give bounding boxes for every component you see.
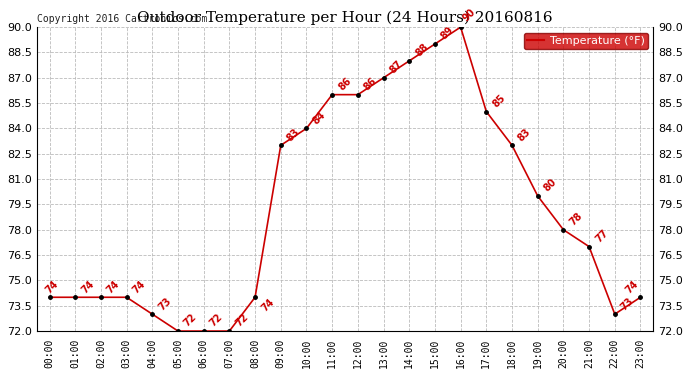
Text: 73: 73 bbox=[619, 296, 635, 312]
Text: 74: 74 bbox=[131, 279, 148, 295]
Text: 77: 77 bbox=[593, 228, 610, 244]
Text: Copyright 2016 Cartronics.com: Copyright 2016 Cartronics.com bbox=[37, 14, 207, 24]
Title: Outdoor Temperature per Hour (24 Hours) 20160816: Outdoor Temperature per Hour (24 Hours) … bbox=[137, 10, 553, 24]
Text: 74: 74 bbox=[79, 279, 96, 295]
Text: 83: 83 bbox=[285, 126, 302, 143]
Text: 86: 86 bbox=[336, 76, 353, 93]
Text: 88: 88 bbox=[413, 42, 430, 59]
Text: 73: 73 bbox=[157, 296, 173, 312]
Text: 74: 74 bbox=[624, 279, 640, 295]
Text: 74: 74 bbox=[259, 297, 276, 313]
Text: 74: 74 bbox=[44, 279, 61, 295]
Text: 90: 90 bbox=[461, 7, 477, 24]
Text: 87: 87 bbox=[388, 59, 404, 76]
Legend: Temperature (°F): Temperature (°F) bbox=[524, 33, 648, 50]
Text: 89: 89 bbox=[439, 25, 456, 42]
Text: 72: 72 bbox=[233, 312, 250, 329]
Text: 78: 78 bbox=[568, 211, 584, 228]
Text: 86: 86 bbox=[362, 76, 379, 93]
Text: 84: 84 bbox=[310, 110, 327, 126]
Text: 72: 72 bbox=[182, 312, 199, 329]
Text: 72: 72 bbox=[208, 312, 224, 329]
Text: 74: 74 bbox=[105, 279, 121, 295]
Text: 85: 85 bbox=[491, 93, 507, 110]
Text: 80: 80 bbox=[542, 177, 559, 194]
Text: 83: 83 bbox=[516, 126, 533, 143]
